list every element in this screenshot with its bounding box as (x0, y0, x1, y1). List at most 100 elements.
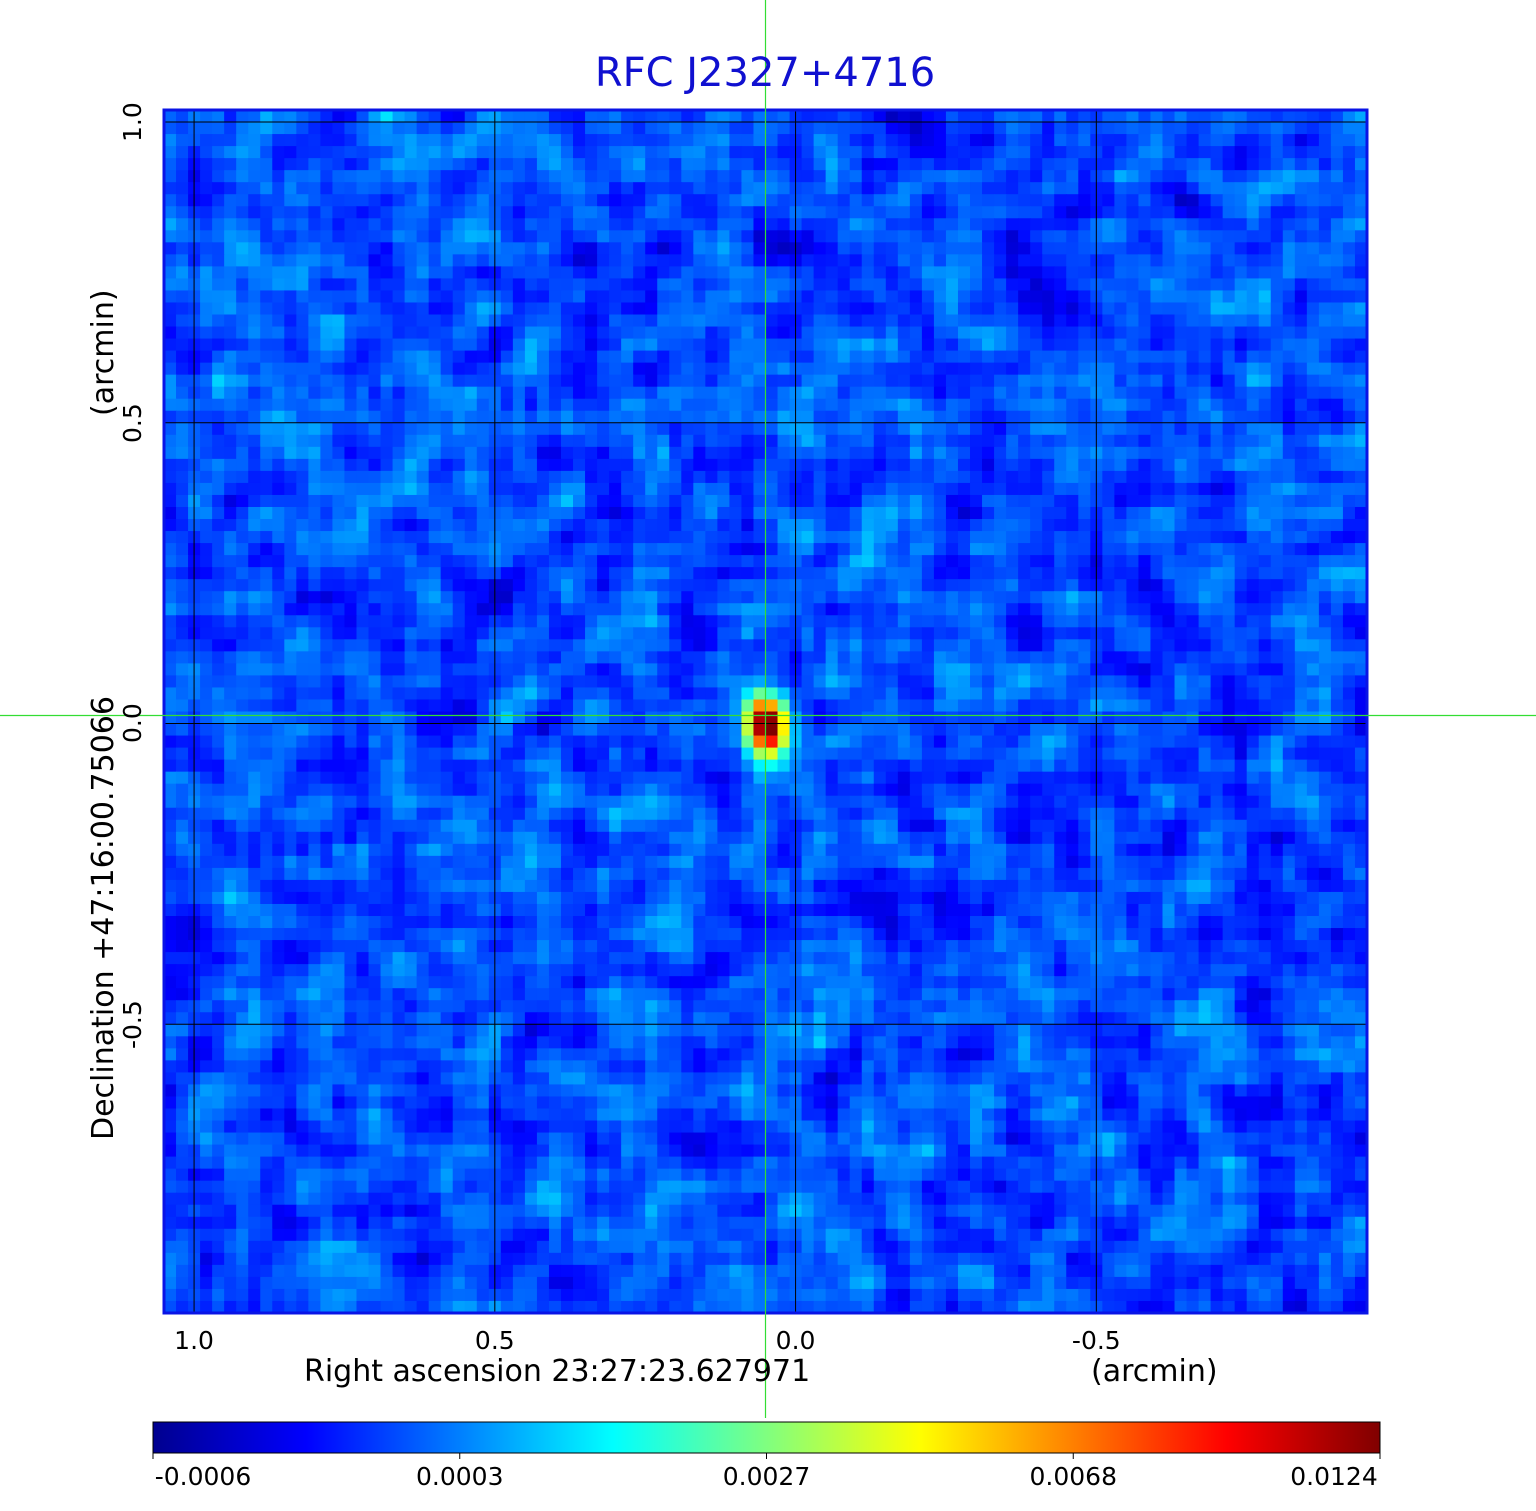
image-pixel (1018, 519, 1031, 532)
image-pixel (1222, 615, 1236, 628)
image-pixel (970, 506, 983, 520)
image-pixel (1270, 254, 1284, 267)
image-pixel (957, 314, 971, 328)
image-pixel (1006, 206, 1019, 219)
image-pixel (825, 615, 839, 628)
image-pixel (1186, 254, 1200, 267)
image-pixel (921, 687, 935, 701)
image-pixel (1054, 675, 1067, 689)
image-pixel (1030, 519, 1043, 532)
image-pixel (1018, 434, 1031, 448)
image-pixel (1054, 699, 1067, 713)
image-pixel (933, 266, 947, 280)
image-pixel (248, 458, 261, 472)
image-pixel (885, 494, 899, 508)
image-pixel (1186, 362, 1200, 376)
image-pixel (416, 651, 430, 664)
image-pixel (681, 519, 694, 532)
image-pixel (1018, 458, 1031, 472)
image-pixel (921, 567, 935, 580)
image-pixel (897, 567, 911, 580)
image-pixel (428, 254, 442, 267)
image-pixel (1102, 615, 1115, 628)
image-pixel (548, 627, 562, 640)
image-pixel (825, 675, 839, 689)
image-pixel (524, 699, 538, 713)
image-pixel (344, 543, 358, 556)
image-pixel (982, 194, 995, 207)
image-pixel (212, 470, 225, 484)
image-pixel (669, 434, 682, 448)
image-pixel (536, 663, 550, 677)
image-pixel (536, 446, 550, 460)
image-pixel (308, 170, 321, 183)
image-pixel (1078, 314, 1091, 328)
image-pixel (945, 398, 959, 412)
image-pixel (236, 386, 249, 400)
image-pixel (609, 194, 622, 207)
image-pixel (248, 651, 261, 664)
image-pixel (801, 278, 815, 292)
image-pixel (1294, 230, 1308, 243)
image-pixel (1318, 579, 1332, 592)
image-pixel (753, 338, 767, 352)
image-pixel (609, 230, 622, 243)
image-pixel (837, 663, 851, 677)
image-pixel (681, 410, 694, 424)
image-pixel (681, 398, 694, 412)
image-pixel (272, 506, 285, 520)
image-pixel (669, 603, 682, 616)
image-pixel (837, 254, 851, 267)
image-pixel (873, 591, 887, 604)
image-pixel (548, 699, 562, 713)
image-pixel (741, 194, 755, 207)
image-pixel (970, 639, 983, 652)
image-pixel (1018, 446, 1031, 460)
image-pixel (212, 302, 225, 316)
image-pixel (1258, 519, 1272, 532)
image-pixel (1198, 350, 1212, 364)
image-pixel (1306, 591, 1320, 604)
image-pixel (320, 591, 334, 604)
image-pixel (272, 338, 285, 352)
image-pixel (464, 567, 478, 580)
image-pixel (1234, 326, 1248, 340)
image-pixel (813, 254, 827, 267)
image-pixel (560, 651, 574, 664)
image-pixel (1210, 591, 1224, 604)
image-pixel (765, 398, 779, 412)
image-pixel (248, 470, 261, 484)
image-pixel (885, 663, 899, 677)
image-pixel (1198, 254, 1212, 267)
image-pixel (825, 458, 839, 472)
image-pixel (957, 362, 971, 376)
image-pixel (1210, 122, 1224, 135)
image-pixel (1342, 506, 1356, 520)
image-pixel (476, 206, 490, 219)
image-pixel (1138, 206, 1152, 219)
image-pixel (164, 687, 177, 701)
image-pixel (560, 218, 574, 231)
image-pixel (753, 290, 767, 304)
image-pixel (1162, 290, 1176, 304)
image-pixel (921, 146, 935, 159)
image-pixel (1186, 422, 1200, 436)
image-pixel (633, 326, 646, 340)
image-pixel (970, 374, 983, 388)
image-pixel (1006, 482, 1019, 496)
image-pixel (284, 110, 297, 123)
image-pixel (825, 122, 839, 135)
image-pixel (164, 579, 177, 592)
image-pixel (813, 675, 827, 689)
image-pixel (284, 519, 297, 532)
image-pixel (741, 651, 755, 664)
image-pixel (1006, 410, 1019, 424)
image-pixel (320, 567, 334, 580)
image-pixel (440, 687, 454, 701)
image-pixel (1042, 446, 1055, 460)
image-pixel (1126, 170, 1140, 183)
image-pixel (1258, 278, 1272, 292)
image-pixel (452, 458, 466, 472)
image-pixel (164, 146, 177, 159)
image-pixel (1234, 627, 1248, 640)
